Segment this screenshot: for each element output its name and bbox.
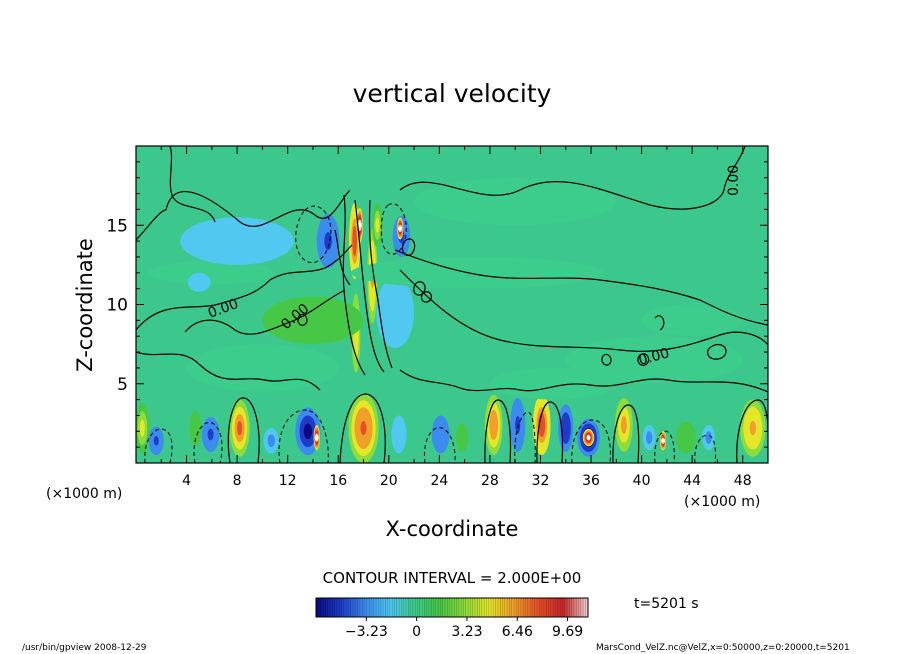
field-cell (641, 304, 743, 337)
x-tick-label: 36 (582, 473, 600, 489)
field-cell (186, 344, 339, 392)
field-cell (749, 420, 756, 436)
field-cell (350, 256, 604, 289)
time-label: t=5201 s (634, 596, 699, 612)
colorbar-tick-label: −3.23 (345, 624, 388, 640)
footer-right: MarsCond_VelZ.nc@VelZ,x=0:50000,z=0:2000… (596, 643, 850, 653)
y-tick-label: 5 (117, 375, 128, 395)
x-tick-label: 4 (182, 473, 191, 489)
zero-contour-mid-right (394, 249, 768, 352)
field-cell (515, 415, 521, 434)
y-axis-label: Z-coordinate (73, 238, 97, 372)
field-cell (237, 420, 243, 436)
field-cell (303, 423, 313, 440)
field-cell (267, 434, 276, 448)
colorbar-tick-label: 6.46 (502, 624, 533, 640)
field-cell (139, 419, 145, 437)
field-cell (391, 415, 407, 454)
contour-blobs-upper (297, 238, 727, 366)
x-tick-label: 40 (633, 473, 651, 489)
field-cell (565, 336, 743, 384)
field-cell (489, 367, 617, 400)
x-tick-label: 16 (329, 473, 347, 489)
colorbar-ticks: −3.23 0 3.23 6.46 9.69 (345, 617, 583, 640)
field-cell (398, 226, 403, 231)
field-cell (414, 177, 617, 226)
zero-contour-upper-left (136, 146, 216, 241)
y-tick-label: 15 (106, 216, 128, 236)
x-axis-unit-right: (×1000 m) (684, 494, 760, 510)
chart-title: vertical velocity (353, 79, 552, 108)
contour-lines (136, 146, 768, 463)
x-tick-label: 44 (683, 473, 701, 489)
x-tick-label: 28 (481, 473, 499, 489)
field-cell (675, 421, 696, 454)
field-cell (314, 435, 319, 440)
x-tick-label: 20 (380, 473, 398, 489)
field-cell (352, 233, 357, 249)
field-cell (436, 424, 446, 444)
field-cell (620, 415, 627, 434)
dashed-contour-upper (295, 203, 407, 264)
field-cell (189, 410, 202, 446)
plot-area: 0.00 0.00 0.00 0.00 (135, 145, 769, 464)
colorbar-frame (315, 597, 589, 618)
colorbar-tick-label: 3.23 (451, 624, 482, 640)
velocity-field (136, 177, 766, 463)
dashed-contour-left (144, 409, 329, 463)
x-tick-label: 24 (430, 473, 448, 489)
x-tick-label: 48 (734, 473, 752, 489)
field-cell (207, 428, 214, 441)
field-cell (539, 418, 544, 431)
x-axis-label: X-coordinate (386, 517, 519, 541)
colorbar: −3.23 0 3.23 6.46 9.69 (315, 597, 589, 640)
field-cell (376, 276, 415, 349)
y-tick-label: 10 (106, 296, 128, 316)
contour-cells-bottom (227, 393, 768, 463)
field-cell (262, 296, 364, 345)
field-cell (661, 438, 666, 443)
x-tick-label: 8 (233, 473, 242, 489)
contour-plume (334, 194, 393, 376)
zero-contour-mid-left (136, 244, 353, 335)
field-cell (586, 435, 591, 440)
field-cell (148, 260, 276, 285)
x-axis-ticks (160, 146, 744, 463)
contour-label: 0.00 (726, 165, 742, 196)
field-cell (187, 272, 211, 292)
field-cell (357, 222, 362, 229)
colorbar-tick-label: 0 (412, 624, 421, 640)
footer-left: /usr/bin/gpview 2008-12-29 (22, 643, 147, 653)
field-cell (153, 436, 159, 446)
zero-contour-top (165, 146, 746, 227)
field-cell (491, 417, 496, 433)
field-cell (646, 431, 653, 444)
field-cell (375, 217, 380, 233)
field-cell (455, 423, 469, 452)
field-cell (563, 420, 569, 437)
contour-label: 0.00 (637, 345, 671, 369)
colorbar-stripes (316, 598, 588, 617)
y-axis-ticks (136, 161, 768, 448)
zero-contour-low (136, 351, 768, 393)
dashed-contours (144, 203, 716, 463)
x-axis-unit-left: (×1000 m) (46, 486, 122, 502)
field-cell (360, 421, 367, 436)
colorbar-tick-label: 9.69 (552, 624, 583, 640)
x-tick-label: 12 (279, 473, 297, 489)
contour-interval: CONTOUR INTERVAL = 2.000E+00 (323, 569, 582, 587)
field-cell (705, 431, 712, 444)
field-cell (324, 232, 332, 251)
x-tick-label: 32 (532, 473, 550, 489)
field-cell (180, 217, 294, 265)
dashed-contour-right (423, 411, 716, 463)
